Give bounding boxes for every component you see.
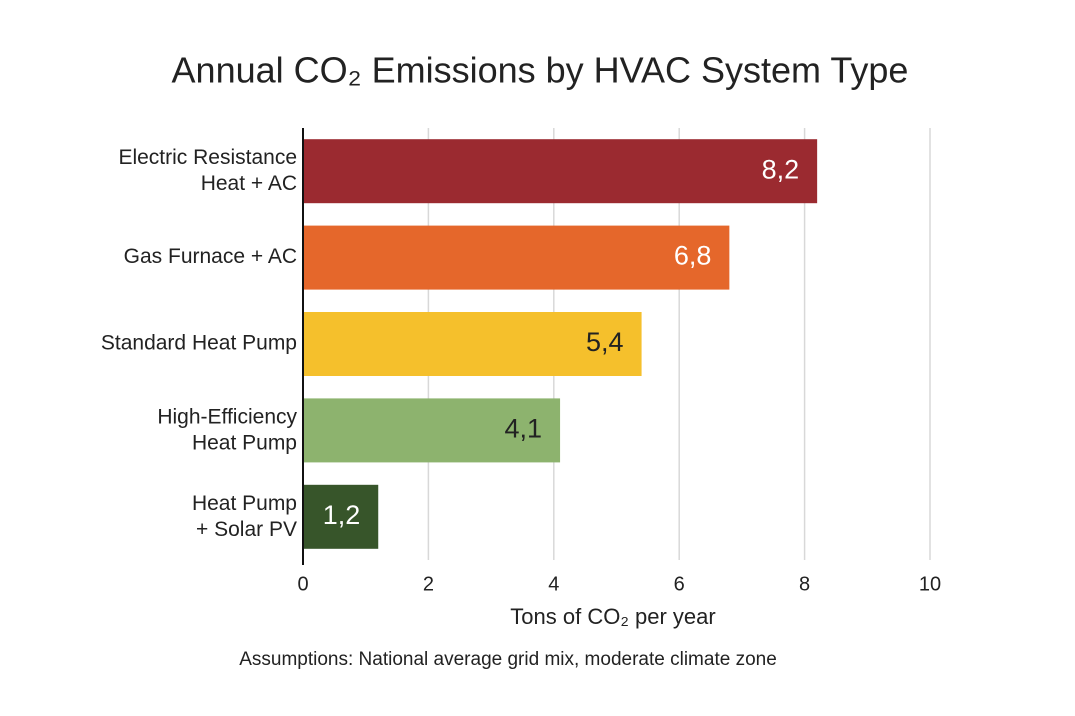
y-tick-label: Gas Furnace + AC: [124, 245, 297, 268]
y-tick-label: Standard Heat Pump: [101, 332, 297, 355]
chart-title: Annual CO₂ Emissions by HVAC System Type: [172, 50, 909, 91]
x-tick-label: 8: [799, 573, 810, 595]
x-axis-label: Tons of CO₂ per year: [510, 604, 715, 629]
value-label: 6,8: [674, 241, 712, 271]
note: Assumptions: National average grid mix, …: [239, 649, 777, 670]
bar: [303, 139, 818, 204]
bar: [303, 398, 561, 463]
value-label: 8,2: [762, 154, 800, 184]
value-label: 4,1: [505, 414, 543, 444]
bar: [303, 312, 642, 376]
x-tick-label: 2: [423, 573, 434, 595]
y-tick-label: High-Efficiency Heat Pump: [157, 405, 297, 454]
x-tick-label: 6: [674, 573, 685, 595]
bar: [303, 484, 379, 549]
bar: [303, 225, 730, 290]
y-tick-label: Heat Pump + Solar PV: [192, 491, 297, 540]
x-tick-label: 4: [548, 573, 559, 595]
value-label: 1,2: [323, 500, 361, 530]
value-label: 5,4: [586, 327, 624, 357]
x-tick-label: 0: [297, 573, 308, 595]
y-tick-label: Electric Resistance Heat + AC: [118, 146, 297, 195]
x-tick-label: 10: [919, 573, 941, 595]
